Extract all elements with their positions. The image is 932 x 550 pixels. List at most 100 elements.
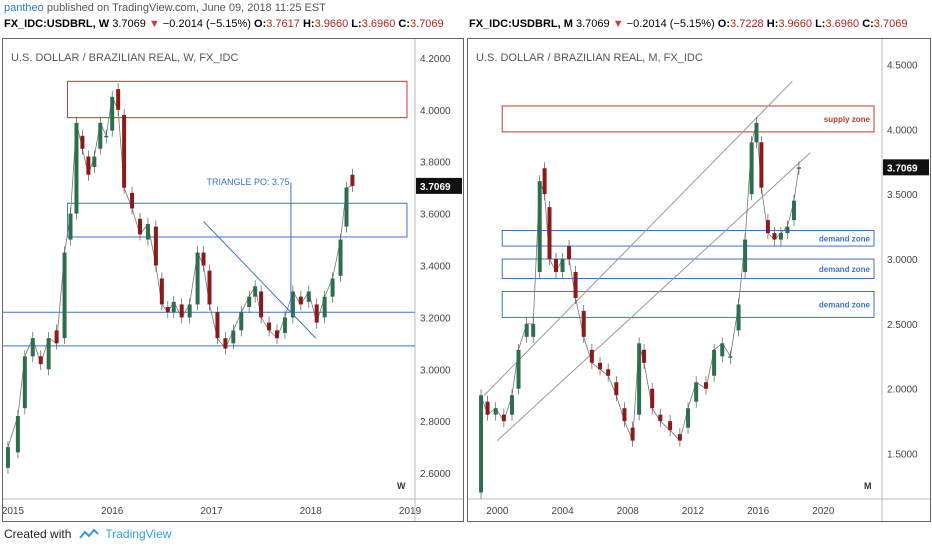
candle-body <box>778 233 783 240</box>
candle-body <box>598 362 603 370</box>
candle-body <box>658 414 663 422</box>
candle-body <box>15 415 20 453</box>
candle-body <box>253 286 258 297</box>
candle-body <box>80 135 85 149</box>
footer-created: Created with <box>4 527 72 541</box>
y-tick-label: 3.2000 <box>420 313 451 324</box>
candle-body <box>74 122 79 214</box>
candle-body <box>187 304 192 318</box>
candle-body <box>46 338 51 370</box>
zone-label: demand zone <box>819 234 871 243</box>
x-tick-label: 2004 <box>551 506 574 517</box>
candle-body <box>485 401 490 415</box>
left-low: 3.6960 <box>361 18 396 30</box>
triangle-line <box>203 221 317 339</box>
candle-body <box>54 330 59 344</box>
candle-body <box>720 343 725 357</box>
candle-body <box>223 338 228 349</box>
right-change: −0.2014 (−5.15%) <box>626 18 715 30</box>
candle-body <box>247 296 252 308</box>
left-interval[interactable]: W <box>98 18 110 30</box>
zone-rect <box>501 229 875 247</box>
candle-body <box>560 259 565 272</box>
candle-body <box>5 447 10 468</box>
last-price-box <box>416 177 462 194</box>
candle-body <box>104 135 109 138</box>
footer: Created with TradingView <box>4 527 171 541</box>
y-tick-label: 1.5000 <box>887 450 918 461</box>
candle-body <box>493 408 498 415</box>
candle-body <box>606 369 611 376</box>
x-tick-label: 2018 <box>300 506 323 517</box>
last-price-label: 3.7069 <box>887 163 918 174</box>
candle-body <box>516 349 521 389</box>
y-tick-label: 3.0000 <box>420 365 451 376</box>
right-close: 3.7069 <box>873 18 908 30</box>
candle-body <box>138 218 143 235</box>
x-tick-label: 2016 <box>101 506 124 517</box>
y-tick-label: 2.5000 <box>887 320 918 331</box>
zone-rect <box>501 258 875 279</box>
right-chart-pane[interactable]: U.S. DOLLAR / BRAZILIAN REAL, M, FX_IDC 4… <box>467 38 931 522</box>
candle-body <box>338 239 343 276</box>
zone-rect <box>501 105 875 133</box>
right-interval[interactable]: M <box>563 18 573 30</box>
candle-body <box>179 304 184 318</box>
left-high: 3.9660 <box>314 18 349 30</box>
left-last: 3.7069 <box>112 18 146 30</box>
candle-body <box>630 427 635 441</box>
candle-body <box>785 226 790 234</box>
chart-title: U.S. DOLLAR / BRAZILIAN REAL, W, FX_IDC <box>11 52 238 64</box>
x-tick-label: 2015 <box>3 506 24 517</box>
interval-mark: M <box>864 481 872 491</box>
candle-body <box>479 395 484 493</box>
candle-body <box>668 421 673 431</box>
candle-body <box>130 192 135 209</box>
y-tick-label: 3.0000 <box>887 255 918 266</box>
candle-body <box>547 207 552 260</box>
left-chart-pane[interactable]: U.S. DOLLAR / BRAZILIAN REAL, W, FX_IDC 4… <box>2 38 464 522</box>
candle-body <box>215 312 220 339</box>
candle-body <box>686 408 691 428</box>
candle-body <box>531 323 536 337</box>
y-tick-label: 2.0000 <box>887 385 918 396</box>
tradingview-logo-icon <box>79 528 100 539</box>
candle-body <box>290 291 295 318</box>
y-tick-label: 3.4000 <box>420 262 451 273</box>
candle-body <box>650 388 655 409</box>
left-symbol[interactable]: FX_IDC:USDBRL <box>4 18 93 30</box>
y-tick-label: 3.8000 <box>420 158 451 169</box>
candle-body <box>330 278 335 297</box>
candle-body <box>153 226 158 266</box>
x-tick-label: 2019 <box>399 506 422 517</box>
candle-body <box>298 296 303 305</box>
x-tick-label: 2008 <box>617 506 640 517</box>
candle-body <box>542 168 547 195</box>
candle-body <box>195 252 200 305</box>
annotation-label: TRIANGLE PO: 3.75 <box>207 177 290 187</box>
footer-brand[interactable]: TradingView <box>105 527 172 541</box>
candle-body <box>749 142 754 195</box>
candle-body <box>772 233 777 240</box>
candle-body <box>30 338 35 357</box>
candle-body <box>145 224 150 240</box>
candle-body <box>267 322 272 331</box>
x-tick-label: 2020 <box>812 506 835 517</box>
candle-body <box>637 343 642 415</box>
right-symbol[interactable]: FX_IDC:USDBRL <box>469 18 558 30</box>
candle-body <box>554 259 559 272</box>
x-tick-label: 2000 <box>486 506 509 517</box>
candle-body <box>282 317 287 333</box>
candle-body <box>537 181 542 272</box>
author-link[interactable]: pantheo <box>4 2 44 14</box>
left-chart-svg[interactable]: U.S. DOLLAR / BRAZILIAN REAL, W, FX_IDC 4… <box>3 39 463 521</box>
candle-body <box>239 312 244 331</box>
y-tick-label: 2.6000 <box>420 469 451 480</box>
candle-body <box>314 304 319 323</box>
candle-body <box>22 356 27 409</box>
left-open: 3.7617 <box>266 18 300 30</box>
right-chart-svg[interactable]: U.S. DOLLAR / BRAZILIAN REAL, M, FX_IDC 4… <box>468 39 930 521</box>
candle-body <box>68 213 73 240</box>
down-arrow-icon: ▼ <box>612 18 624 30</box>
candle-body <box>501 414 506 422</box>
